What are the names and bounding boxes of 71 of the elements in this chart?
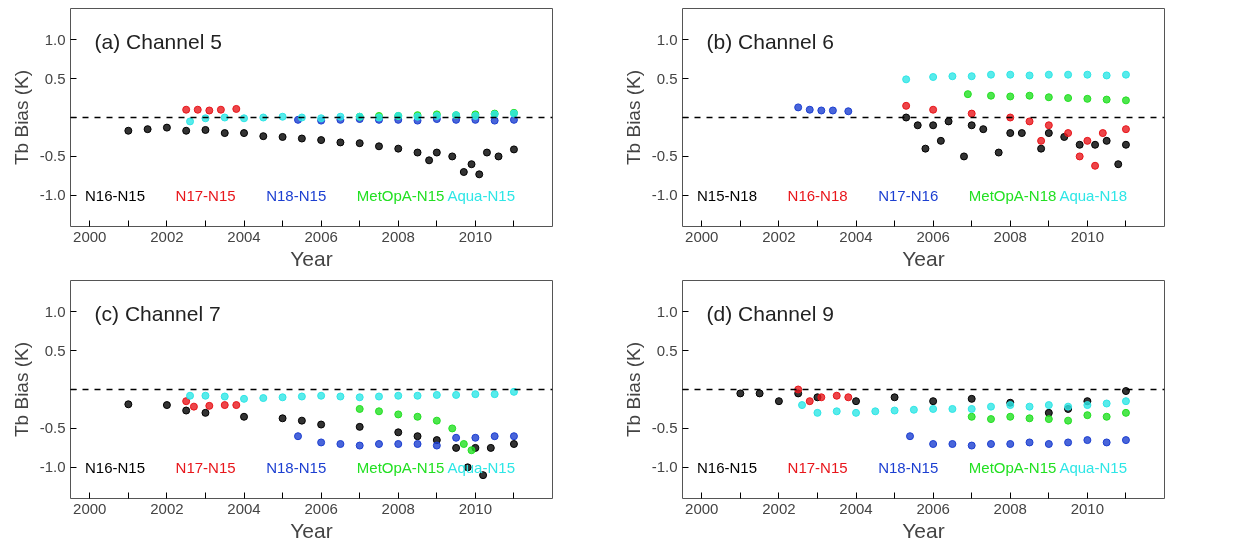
x-tick-label: 2002 bbox=[150, 227, 184, 245]
x-tick-label: 2010 bbox=[1070, 227, 1105, 245]
text: (c) Channel 7 bbox=[94, 301, 221, 325]
y-tick-label: 1.0 bbox=[656, 302, 678, 320]
x-tick-label: 2000 bbox=[685, 227, 719, 245]
text: (b) Channel 6 bbox=[706, 29, 834, 53]
y-tick-label: -0.5 bbox=[39, 147, 66, 165]
y-tick-label: -1.0 bbox=[39, 458, 66, 476]
text: MetOpA-N15 bbox=[356, 187, 445, 205]
x-tick-label: 2010 bbox=[458, 499, 493, 517]
y-tick-label: 0.5 bbox=[44, 341, 66, 359]
text: N18-N15 bbox=[266, 187, 327, 205]
text: (a) Channel 5 bbox=[94, 29, 222, 53]
x-axis-title: Year bbox=[902, 518, 945, 542]
x-tick-label: 2008 bbox=[381, 499, 415, 517]
x-tick-label: 2004 bbox=[227, 227, 261, 245]
y-tick-label: -0.5 bbox=[651, 147, 678, 165]
x-tick-label: 2006 bbox=[304, 499, 338, 517]
x-axis-title: Year bbox=[290, 518, 333, 542]
y-tick-label: 0.5 bbox=[656, 69, 678, 87]
x-tick-label: 2000 bbox=[73, 227, 107, 245]
y-tick-label: -0.5 bbox=[651, 419, 678, 437]
text: N16-N18 bbox=[787, 187, 848, 205]
y-axis-title: Tb Bias (K) bbox=[622, 69, 644, 166]
x-tick-label: 2000 bbox=[685, 499, 719, 517]
y-tick-label: -0.5 bbox=[39, 419, 66, 437]
y-tick-label: 0.5 bbox=[656, 341, 678, 359]
x-tick-label: 2010 bbox=[458, 227, 493, 245]
y-tick-label: 1.0 bbox=[44, 302, 66, 320]
text: (d) Channel 9 bbox=[706, 301, 834, 325]
y-tick-label: -1.0 bbox=[651, 186, 678, 204]
x-tick-label: 2002 bbox=[762, 227, 796, 245]
text: N16-N15 bbox=[696, 459, 757, 477]
text: N16-N15 bbox=[84, 459, 145, 477]
text: N16-N15 bbox=[84, 187, 145, 205]
series-label: MetOpA-N15 bbox=[356, 459, 445, 477]
y-tick-label: 0.5 bbox=[44, 69, 66, 87]
x-tick-label: 2004 bbox=[839, 499, 873, 517]
x-tick-label: 2010 bbox=[1070, 499, 1105, 517]
text: MetOpA-N18 bbox=[968, 187, 1057, 205]
x-tick-label: 2006 bbox=[304, 227, 338, 245]
x-tick-label: 2000 bbox=[73, 499, 107, 517]
y-tick-label: -1.0 bbox=[39, 186, 66, 204]
text: Aqua-N15 bbox=[447, 187, 515, 205]
x-axis-title: Year bbox=[902, 246, 945, 270]
text: N15-N18 bbox=[696, 187, 757, 205]
x-tick-label: 2008 bbox=[993, 227, 1027, 245]
y-axis-title: Tb Bias (K) bbox=[10, 341, 32, 438]
x-tick-label: 2004 bbox=[839, 227, 873, 245]
x-tick-label: 2006 bbox=[916, 499, 950, 517]
y-tick-label: -1.0 bbox=[651, 458, 678, 476]
x-tick-label: 2004 bbox=[227, 499, 261, 517]
text: N17-N15 bbox=[787, 459, 848, 477]
text: Aqua-N18 bbox=[1059, 187, 1127, 205]
y-tick-label: 1.0 bbox=[44, 30, 66, 48]
x-tick-label: 2006 bbox=[916, 227, 950, 245]
y-axis-title: Tb Bias (K) bbox=[622, 341, 644, 438]
text: N17-N16 bbox=[878, 187, 939, 205]
y-tick-label: 1.0 bbox=[656, 30, 678, 48]
text: MetOpA-N15 bbox=[968, 459, 1057, 477]
x-tick-label: 2008 bbox=[993, 499, 1027, 517]
text: N17-N15 bbox=[175, 459, 236, 477]
series-label: N18-N15 bbox=[266, 459, 327, 477]
x-tick-label: 2002 bbox=[762, 499, 796, 517]
text: N17-N15 bbox=[175, 187, 236, 205]
series-label: N18-N15 bbox=[878, 459, 939, 477]
x-axis-title: Year bbox=[290, 246, 333, 270]
x-tick-label: 2002 bbox=[150, 499, 184, 517]
x-tick-label: 2008 bbox=[381, 227, 415, 245]
y-axis-title: Tb Bias (K) bbox=[10, 69, 32, 166]
text: Aqua-N15 bbox=[1059, 459, 1127, 477]
